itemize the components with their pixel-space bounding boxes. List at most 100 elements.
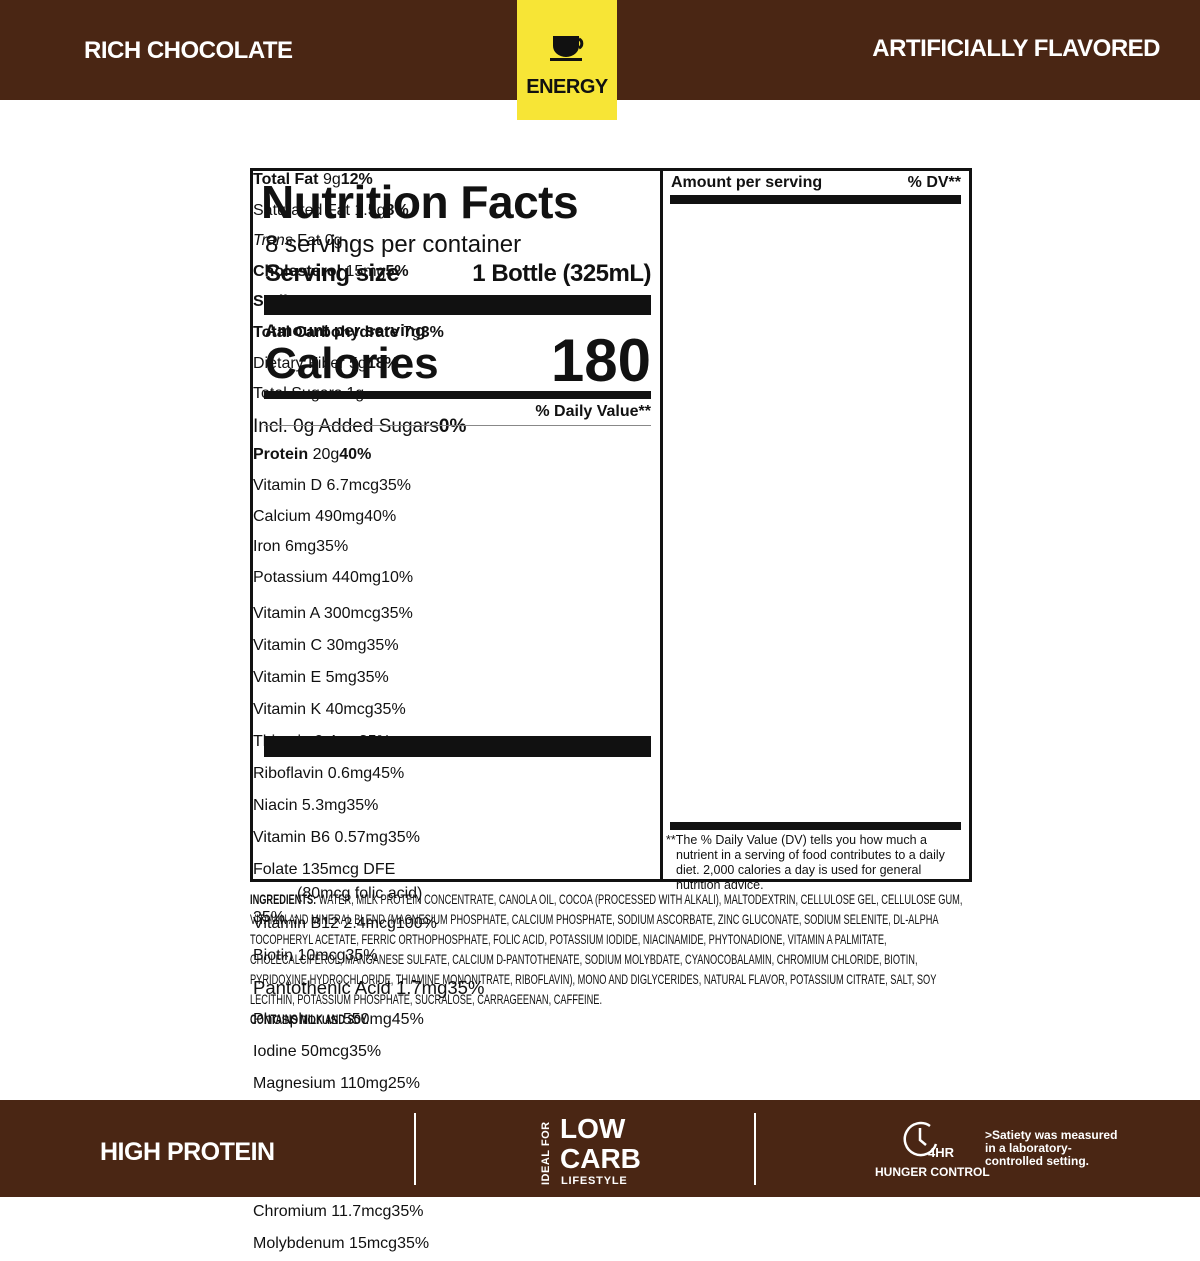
nutrition-label: Nutrition Facts 8 servings per container… <box>250 168 972 1252</box>
nutrient-row: Total Fat 9g12% <box>253 171 637 202</box>
ingredients-text: WATER, MILK PROTEIN CONCENTRATE, CANOLA … <box>250 892 963 1007</box>
header-right: ARTIFICIALLY FLAVORED <box>872 35 1160 62</box>
nutrient-name: Cholesterol <box>253 262 342 280</box>
vitamin-dv: 35% <box>316 538 349 556</box>
supplement-dv: 25% <box>387 1075 420 1093</box>
supplement-dv: 35% <box>391 1203 424 1221</box>
nutrient-dv: 12% <box>340 171 373 188</box>
high-protein: HIGH PROTEIN <box>100 1138 275 1166</box>
medium-rule <box>264 391 651 399</box>
supplement-row: Iodine 50mcg35% <box>253 1037 542 1069</box>
supplement-dv: 45% <box>372 765 405 783</box>
vitamin-name: Calcium 490mg <box>253 507 365 525</box>
supplement-dv: 35% <box>366 637 399 655</box>
supplement-dv: 35% <box>253 909 286 927</box>
supplement-name: Magnesium 110mg <box>253 1075 388 1093</box>
supplement-name: Folate 135mcg DFE <box>253 861 396 879</box>
supplement-row: Vitamin A 300mcg35% <box>253 599 542 631</box>
vitamin-name: Iron 6mg <box>253 538 317 556</box>
rule <box>264 425 651 426</box>
supplement-dv: 35% <box>447 977 485 999</box>
label-title: Nutrition Facts <box>261 176 579 228</box>
supplement-note: (80mcg folic acid) <box>297 885 423 903</box>
supplement-dv: 35% <box>356 669 389 687</box>
nutrient-name: Dietary Fiber <box>253 354 345 372</box>
vitamin-row: Calcium 490mg40% <box>253 508 637 539</box>
nutrient-row: Trans Fat 0g <box>253 232 607 263</box>
supplement-name: Molybdenum 15mcg <box>253 1235 398 1253</box>
supplement-row: Folate 135mcg DFE (80mcg folic acid) 35% <box>253 855 542 926</box>
allergens: CONTAINS MILK AND SOY. <box>250 1012 369 1027</box>
nutrient-dv: 0% <box>438 415 467 437</box>
supplement-row: Chromium 11.7mcg35% <box>253 1197 542 1229</box>
nutrient-amount: 5g <box>349 354 367 372</box>
hunger-control: HUNGER CONTROL <box>875 1165 990 1179</box>
supplement-dv: 100% <box>395 915 437 933</box>
footnote: **The % Daily Value (DV) tells you how m… <box>666 833 945 892</box>
thick-rule <box>670 195 961 204</box>
supplement-name: Phosphorus 550mg <box>253 1011 392 1029</box>
supplement-row: Riboflavin 0.6mg45% <box>253 759 542 791</box>
panel-dv-header: % DV** <box>907 174 961 191</box>
badge-label: ENERGY <box>526 76 608 98</box>
hours: 4HR <box>928 1145 955 1160</box>
serving-size-label: Serving size <box>265 260 400 287</box>
supplement-dv: 35% <box>345 947 378 965</box>
supplement-name: Biotin 10mcg <box>253 947 346 965</box>
vitamin-dv: 35% <box>378 476 412 494</box>
nutrient-amount: 0g <box>324 232 343 250</box>
nutrient-name: Total Fat <box>253 171 319 188</box>
supplement-name: Vitamin A 300mcg <box>253 605 381 623</box>
supplement-row: Vitamin B6 0.57mg35% <box>253 823 542 855</box>
vitamin-dv: 10% <box>381 568 414 586</box>
panel-divider <box>660 171 663 879</box>
satiety-note: >Satiety was measured in a laboratory-co… <box>985 1128 1118 1168</box>
supplement-name: Vitamin E 5mg <box>253 669 357 687</box>
nutrient-name: Incl. 0g Added Sugars <box>253 415 439 437</box>
supplement-dv: 35% <box>380 605 413 623</box>
cup-icon <box>550 36 584 61</box>
supplement-dv: 35% <box>349 1043 382 1061</box>
nutrient-row: Incl. 0g Added Sugars0% <box>253 416 577 447</box>
supplement-name: Chromium 11.7mcg <box>253 1203 392 1221</box>
vitamin-row: Vitamin D 6.7mcg35% <box>253 477 637 508</box>
thick-rule <box>264 295 651 315</box>
supplement-row: Biotin 10mcg35% <box>253 941 542 973</box>
carb: CARB <box>560 1143 641 1174</box>
supplement-row: Vitamin C 30mg35% <box>253 631 542 663</box>
supplement-row: Magnesium 110mg25% <box>253 1069 542 1101</box>
supplement-name: Niacin 5.3mg <box>253 797 347 815</box>
vitamin-name: Vitamin D 6.7mcg <box>253 476 379 494</box>
nutrient-row: Protein 20g40% <box>253 446 637 477</box>
supplement-name: Vitamin C 30mg <box>253 637 367 655</box>
supplement-row: Vitamin E 5mg35% <box>253 663 542 695</box>
supplement-dv: 35% <box>387 829 420 847</box>
vitamin-row: Iron 6mg35% <box>253 538 637 569</box>
vitamin-row: Potassium 440mg10% <box>253 569 637 600</box>
nutrient-name: Saturated Fat <box>253 201 350 219</box>
lifestyle: LIFESTYLE <box>561 1175 628 1187</box>
nutrient-dv: 8% <box>385 201 409 219</box>
supplement-name: Vitamin B12 2.4mcg <box>253 915 396 933</box>
nutrient-row: Dietary Fiber 5g18% <box>253 355 607 386</box>
supplement-dv: 35% <box>373 701 406 719</box>
vitamin-name: Potassium 440mg <box>253 568 382 586</box>
supplement-name: Vitamin K 40mcg <box>253 701 374 719</box>
nutrient-dv: 3% <box>420 323 444 341</box>
supplement-dv: 35% <box>346 797 379 815</box>
nutrient-amount: 9g <box>322 171 341 188</box>
nutrient-dv: 5% <box>385 262 409 280</box>
clock-icon <box>903 1121 938 1157</box>
serving-size: 1 Bottle (325mL) <box>472 260 651 287</box>
nutrient-amount: 1.5g <box>354 201 386 219</box>
calories: 180 <box>550 327 651 394</box>
supplement-row: Vitamin B12 2.4mcg100% <box>253 909 542 941</box>
supplement-row: Molybdenum 15mcg35% <box>253 1229 542 1261</box>
nutrient-name: Fat <box>297 232 321 250</box>
header-left: RICH CHOCOLATE <box>84 37 293 64</box>
dv-header: % Daily Value** <box>535 403 651 420</box>
ingredients: INGREDIENTS: WATER, MILK PROTEIN CONCENT… <box>250 890 971 1030</box>
ingredients-label: INGREDIENTS: <box>250 892 317 907</box>
nutrient-amount: 15mg <box>345 262 386 280</box>
